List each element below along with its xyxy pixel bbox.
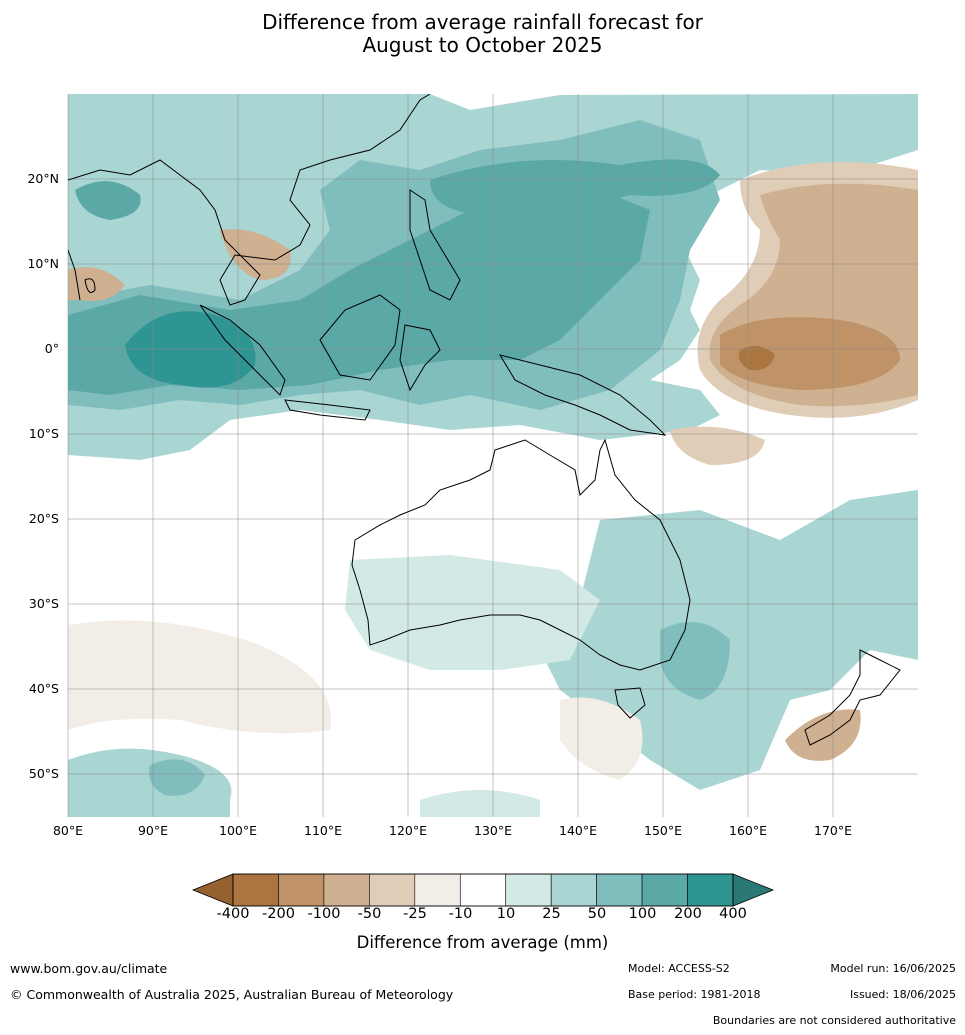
- legend-tick-label: -50: [357, 906, 382, 922]
- legend-color-cell: [414, 873, 461, 907]
- legend-over-arrow: [732, 873, 775, 907]
- coastline-sulawesi: [399, 324, 441, 392]
- coastline-australia: [351, 438, 691, 671]
- legend-color-cell: [550, 873, 597, 907]
- footer-url: www.bom.gov.au/climate: [10, 961, 168, 976]
- lat-label: 10°S: [28, 426, 59, 441]
- legend-tick-label: 100: [628, 906, 657, 922]
- legend-tick-label: -100: [307, 906, 341, 922]
- lon-label: 100°E: [218, 823, 258, 838]
- legend-tick-label: -200: [262, 906, 295, 922]
- legend-tick-label: -25: [403, 906, 427, 922]
- wet-region-southern-ocean-core: [149, 759, 205, 796]
- legend-tick-label: -10: [448, 906, 473, 922]
- lon-label: 130°E: [473, 823, 513, 838]
- map-title-line-2: August to October 2025: [362, 33, 603, 57]
- lat-label: 20°S: [28, 511, 59, 526]
- lat-label: 50°S: [28, 766, 59, 781]
- coastlines: [68, 94, 901, 746]
- dry-region-indochina: [220, 229, 291, 280]
- rainfall-difference-map: [67, 94, 918, 817]
- legend-under-arrow: [191, 873, 234, 907]
- coastline-india: [68, 249, 81, 301]
- lon-label: 80°E: [52, 823, 84, 838]
- legend-colorbar: [191, 873, 775, 907]
- legend-label: Difference from average (mm): [356, 933, 609, 952]
- lon-label: 90°E: [137, 823, 169, 838]
- footer-base-period: Base period: 1981-2018: [628, 988, 761, 1001]
- legend-tick-label: -400: [216, 906, 250, 922]
- map-title-line-1: Difference from average rainfall forecas…: [262, 10, 703, 34]
- dry-region-southeast-ocean: [560, 697, 643, 780]
- legend-color-cell: [505, 873, 552, 907]
- wet-region-southern-ocean-east: [420, 790, 540, 817]
- dry-region-south-indian-ocean-band: [68, 620, 332, 734]
- lon-label: 150°E: [643, 823, 683, 838]
- coastline-borneo: [319, 294, 401, 381]
- coastline-tasmania: [614, 687, 646, 719]
- legend-frame: [232, 873, 734, 907]
- legend-color-cells: [232, 873, 734, 907]
- wet-region-southwest-australia: [345, 555, 600, 670]
- legend-color-cell: [459, 873, 507, 907]
- wet-region-philippine-sea: [430, 159, 720, 215]
- lat-label: 40°S: [28, 681, 59, 696]
- legend-tick-label: 50: [587, 906, 607, 922]
- coastline-asia: [68, 94, 431, 306]
- lat-label: 20°N: [27, 171, 59, 186]
- legend-tick-label: 25: [542, 906, 561, 922]
- legend-tick-label: 200: [674, 906, 702, 922]
- lon-label: 140°E: [558, 823, 598, 838]
- lon-label: 110°E: [303, 823, 343, 838]
- dry-region-arabian-sea: [68, 267, 125, 301]
- coastline-new-zealand: [804, 649, 901, 746]
- coastline-java: [284, 399, 371, 421]
- wet-region-bay-of-bengal: [75, 181, 141, 220]
- map-graticule: [67, 94, 918, 817]
- wet-region-eastern-indian-ocean: [125, 311, 256, 388]
- legend-color-cell: [641, 873, 688, 907]
- wet-region-east-australia: [660, 622, 730, 700]
- dry-region-coral-sea: [670, 426, 765, 465]
- legend-color-cell: [596, 873, 643, 907]
- wet-region-coral-sea: [760, 554, 830, 605]
- footer-copyright: © Commonwealth of Australia 2025, Austra…: [10, 987, 454, 1002]
- lat-label: 30°S: [28, 596, 59, 611]
- footer-issued: Issued: 18/06/2025: [849, 988, 956, 1001]
- coastline-philippines: [409, 189, 461, 301]
- legend-color-cell: [278, 873, 325, 907]
- coastline-sumatra: [199, 304, 286, 396]
- legend-color-cell: [323, 873, 370, 907]
- legend-color-cell: [369, 873, 416, 907]
- legend-tick-label: 10: [496, 906, 516, 922]
- lon-label: 120°E: [388, 823, 428, 838]
- coastline-sri-lanka: [84, 278, 96, 293]
- lon-label: 160°E: [728, 823, 768, 838]
- lat-label: 10°N: [27, 256, 59, 271]
- legend-color-cell: [232, 873, 279, 907]
- dry-region-new-zealand: [785, 709, 861, 761]
- lon-label: 170°E: [813, 823, 853, 838]
- footer-model-run: Model run: 16/06/2025: [830, 962, 956, 975]
- footer-disclaimer: Boundaries are not considered authoritat…: [712, 1014, 956, 1027]
- lat-label: 0°: [44, 341, 59, 356]
- coastline-new-guinea: [498, 354, 667, 436]
- dry-region-central-pacific-inner: [720, 317, 900, 390]
- footer-model: Model: ACCESS-S2: [628, 962, 730, 975]
- legend-color-cell: [687, 873, 734, 907]
- legend-tick-label: 400: [719, 906, 747, 922]
